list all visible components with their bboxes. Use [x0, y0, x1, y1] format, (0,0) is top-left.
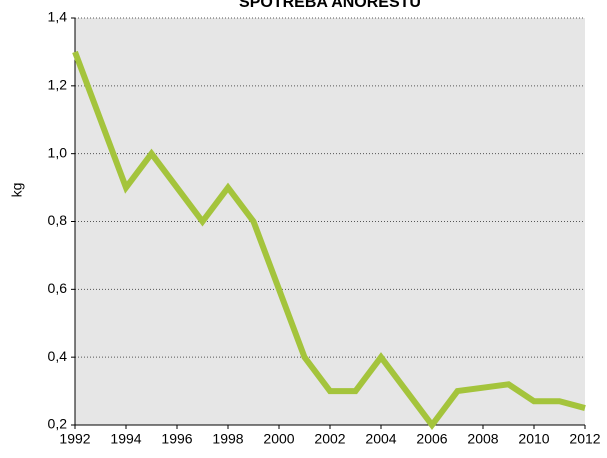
x-tick-label: 1992 [59, 431, 90, 447]
x-tick-label: 2008 [467, 431, 498, 447]
y-tick-label: 1,2 [48, 77, 68, 93]
x-tick-label: 2010 [518, 431, 549, 447]
x-tick-label: 2012 [569, 431, 600, 447]
x-tick-label: 1994 [110, 431, 141, 447]
x-tick-label: 1996 [161, 431, 192, 447]
data-line [72, 50, 586, 430]
y-axis-label: kg [9, 183, 25, 198]
x-tick-label: 2006 [416, 431, 447, 447]
y-tick-label: 1,4 [48, 9, 68, 25]
x-tick-label: 2000 [263, 431, 294, 447]
y-tick-label: 0,8 [48, 212, 68, 228]
x-tick-label: 2002 [314, 431, 345, 447]
y-tick-label: 0,2 [48, 416, 68, 432]
x-tick-label: 1998 [212, 431, 243, 447]
y-tick-label: 0,4 [48, 348, 68, 364]
chart-title: SPOTREBA ANORESTU [239, 0, 421, 11]
y-tick-label: 1,0 [48, 144, 68, 160]
y-tick-label: 0,6 [48, 280, 68, 296]
x-tick-label: 2004 [365, 431, 396, 447]
